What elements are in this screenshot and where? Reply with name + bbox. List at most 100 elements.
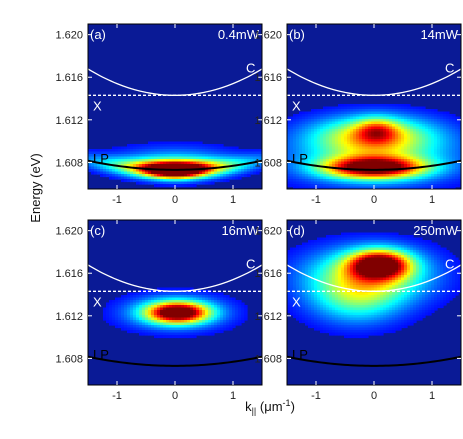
heat-cell bbox=[368, 186, 372, 189]
heat-cell bbox=[362, 121, 366, 125]
heat-cell bbox=[380, 161, 384, 165]
heat-cell bbox=[187, 176, 191, 180]
heat-cell bbox=[196, 174, 200, 178]
heat-cell bbox=[311, 111, 315, 115]
heat-cell bbox=[431, 166, 435, 170]
heat-cell bbox=[359, 270, 363, 274]
heat-cell bbox=[359, 252, 363, 256]
heat-cell bbox=[428, 161, 432, 165]
heat-cell bbox=[148, 149, 152, 153]
heat-cell bbox=[416, 245, 420, 249]
heat-cell bbox=[166, 302, 170, 306]
heat-cell bbox=[314, 174, 318, 178]
heat-cell bbox=[386, 277, 390, 281]
heat-cell bbox=[157, 322, 161, 326]
heat-cell bbox=[452, 280, 456, 284]
heat-cell bbox=[431, 280, 435, 284]
heat-cell bbox=[395, 169, 399, 173]
heat-cell bbox=[341, 237, 345, 241]
heat-cell bbox=[290, 161, 294, 165]
heat-cell bbox=[193, 171, 197, 175]
heat-cell bbox=[401, 262, 405, 266]
heat-cell bbox=[229, 325, 233, 329]
heat-cell bbox=[410, 164, 414, 168]
heat-cell bbox=[356, 282, 360, 286]
heat-cell bbox=[160, 322, 164, 326]
heat-cell bbox=[362, 265, 366, 269]
heat-cell bbox=[205, 315, 209, 319]
heat-cell bbox=[326, 116, 330, 120]
heat-cell bbox=[401, 154, 405, 158]
heat-cell bbox=[317, 149, 321, 153]
heat-cell bbox=[196, 330, 200, 334]
heat-cell bbox=[455, 166, 459, 170]
heat-cell bbox=[383, 184, 387, 188]
heat-cell bbox=[229, 322, 233, 326]
heat-cell bbox=[106, 151, 110, 155]
heat-cell bbox=[356, 124, 360, 128]
heat-cell bbox=[175, 151, 179, 155]
heat-cell bbox=[329, 124, 333, 128]
heat-cell bbox=[287, 257, 291, 261]
heat-cell bbox=[344, 124, 348, 128]
heat-cell bbox=[404, 262, 408, 266]
heat-cell bbox=[404, 119, 408, 123]
heat-cell bbox=[145, 151, 149, 155]
heat-cell bbox=[287, 119, 291, 123]
heat-cell bbox=[217, 325, 221, 329]
heat-cell bbox=[434, 270, 438, 274]
heat-cell bbox=[398, 169, 402, 173]
heat-cell bbox=[202, 307, 206, 311]
heat-cell bbox=[311, 257, 315, 261]
heat-cell bbox=[220, 322, 224, 326]
heat-cell bbox=[431, 184, 435, 188]
heat-cell bbox=[187, 179, 191, 183]
heat-cell bbox=[220, 164, 224, 168]
heat-cell bbox=[416, 159, 420, 163]
heat-cell bbox=[196, 144, 200, 148]
heat-cell bbox=[440, 255, 444, 259]
heat-cell bbox=[365, 282, 369, 286]
heat-cell bbox=[91, 166, 95, 170]
heat-cell bbox=[407, 124, 411, 128]
heat-cell bbox=[112, 166, 116, 170]
heat-cell bbox=[413, 275, 417, 279]
heat-cell bbox=[148, 154, 152, 158]
heat-cell bbox=[449, 124, 453, 128]
heat-cell bbox=[181, 312, 185, 316]
heat-cell bbox=[383, 139, 387, 143]
heat-cell bbox=[443, 159, 447, 163]
heat-cell bbox=[181, 317, 185, 321]
heat-cell bbox=[293, 272, 297, 276]
heat-cell bbox=[374, 237, 378, 241]
heat-cell bbox=[103, 312, 107, 316]
heat-cell bbox=[178, 320, 182, 324]
heat-cell bbox=[106, 161, 110, 165]
heat-cell bbox=[353, 119, 357, 123]
heat-cell bbox=[359, 126, 363, 130]
heat-cell bbox=[338, 159, 342, 163]
heat-cell bbox=[178, 159, 182, 163]
heat-cell bbox=[326, 272, 330, 276]
heat-cell bbox=[103, 164, 107, 168]
heat-cell bbox=[404, 237, 408, 241]
heat-cell bbox=[458, 272, 461, 276]
heat-cell bbox=[392, 237, 396, 241]
heat-cell bbox=[259, 154, 262, 158]
heat-cell bbox=[419, 265, 423, 269]
heat-cell bbox=[305, 174, 309, 178]
heat-cell bbox=[350, 275, 354, 279]
heat-cell bbox=[416, 262, 420, 266]
heat-cell bbox=[232, 166, 236, 170]
heat-cell bbox=[175, 327, 179, 331]
heat-cell bbox=[100, 159, 104, 163]
heat-cell bbox=[151, 151, 155, 155]
heat-cell bbox=[163, 154, 167, 158]
heat-cell bbox=[145, 144, 149, 148]
heat-cell bbox=[163, 166, 167, 170]
heat-cell bbox=[214, 317, 218, 321]
heat-cell bbox=[434, 131, 438, 135]
heat-cell bbox=[356, 245, 360, 249]
heat-cell bbox=[359, 240, 363, 244]
heat-cell bbox=[380, 257, 384, 261]
